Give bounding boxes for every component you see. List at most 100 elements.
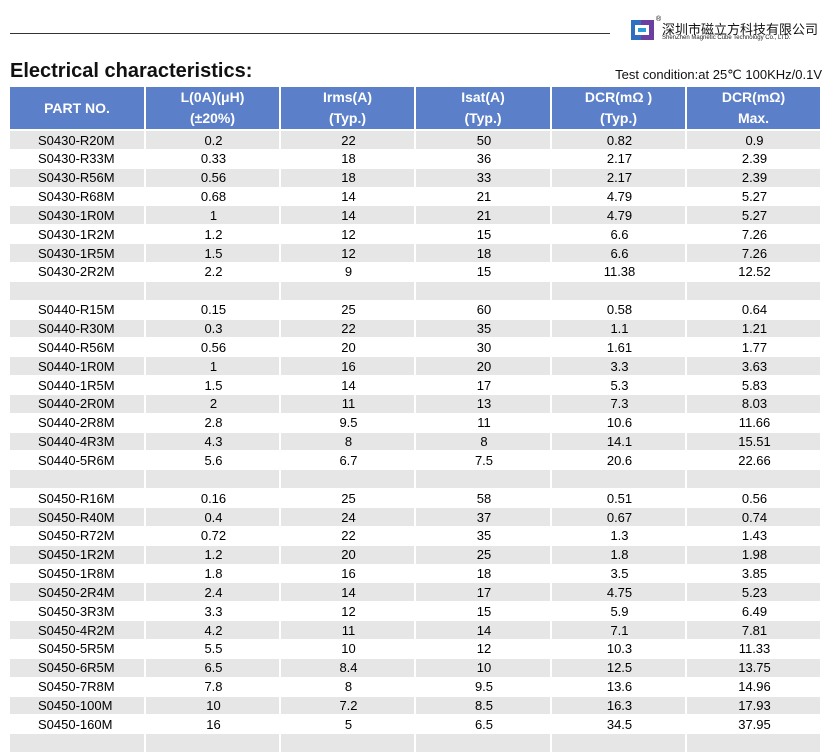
cell-value: 18	[476, 566, 492, 582]
cell-value: 1	[209, 207, 218, 223]
cell-value: 1.1	[610, 321, 629, 336]
cell-bg	[146, 244, 279, 262]
part-number: S0430-1R0M	[38, 207, 115, 223]
cell-value: 20	[476, 358, 492, 374]
cell-bg	[281, 300, 414, 319]
cell-value: 12	[341, 226, 356, 242]
cell-bg	[146, 545, 279, 564]
cell-bg	[281, 432, 414, 451]
cell-bg	[146, 602, 279, 621]
cell-bg	[416, 262, 550, 281]
cell-value: 0.72	[200, 528, 227, 544]
cell-bg	[687, 489, 820, 507]
cell-bg	[10, 658, 144, 677]
cell-bg	[687, 262, 820, 281]
cell-value: 4.79	[606, 207, 633, 223]
cell-value: 1.8	[204, 566, 223, 582]
cell-bg	[281, 357, 414, 376]
cell-bg	[146, 149, 279, 168]
cell-bg	[146, 225, 279, 244]
cell-value: 11.66	[738, 415, 771, 431]
cell-value: 0.56	[200, 339, 227, 355]
cell-bg	[416, 187, 550, 206]
cell-value: 16	[341, 358, 356, 374]
cell-value: 5.27	[741, 207, 768, 223]
cell-bg	[281, 621, 414, 639]
cell-bg	[10, 526, 144, 545]
cell-bg	[281, 376, 414, 394]
cell-bg	[416, 451, 550, 470]
cell-value: 3.3	[610, 358, 629, 374]
cell-value: 14	[476, 622, 492, 638]
cell-bg	[416, 545, 550, 564]
cell-bg	[10, 187, 144, 206]
cell-value: 7.26	[741, 245, 768, 261]
cell-bg	[416, 734, 550, 753]
cell-value: 5.3	[610, 377, 629, 393]
cell-value: 7.5	[474, 452, 494, 468]
cell-value: 22.66	[738, 452, 771, 468]
cell-value: 12	[476, 641, 492, 657]
cell-bg	[146, 583, 279, 602]
cell-value: 0.74	[741, 509, 768, 525]
cell-bg	[552, 470, 685, 489]
cell-value: 5.83	[741, 377, 768, 393]
cell-value: 14.1	[606, 434, 633, 450]
cell-value: 1.21	[741, 321, 768, 336]
cell-value: 15	[476, 264, 492, 280]
cell-bg	[146, 394, 279, 413]
cell-value: 13.6	[606, 679, 633, 695]
cell-bg	[416, 357, 550, 376]
cell-value: 8.4	[339, 660, 358, 676]
cell-bg	[552, 300, 685, 319]
cell-value: 50	[476, 132, 492, 148]
cell-value: 7.2	[339, 698, 358, 713]
cell-bg	[416, 658, 550, 677]
cell-bg	[416, 432, 550, 451]
cell-bg	[552, 168, 685, 187]
cell-value: 24	[341, 509, 356, 525]
part-number: S0450-1R8M	[38, 566, 115, 582]
header-rule	[10, 33, 610, 34]
cell-value: 0.68	[200, 189, 227, 205]
cell-value: 20	[341, 547, 356, 563]
cell-value: 0.15	[200, 302, 227, 318]
cell-bg	[552, 206, 685, 225]
cell-value: 34.5	[606, 716, 633, 732]
cell-value: 1.2	[204, 226, 223, 242]
cell-bg	[146, 413, 279, 432]
cell-bg	[552, 545, 685, 564]
cell-bg	[416, 583, 550, 602]
cell-value: 0.56	[741, 490, 768, 506]
header-line: Max.	[737, 110, 770, 126]
cell-bg	[552, 602, 685, 621]
cell-value: 0.67	[606, 509, 633, 525]
cell-bg	[146, 696, 279, 715]
cell-bg	[10, 734, 144, 753]
cell-bg	[416, 376, 550, 394]
cell-bg	[552, 508, 685, 526]
part-number: S0440-R56M	[38, 339, 115, 355]
cell-bg	[552, 262, 685, 281]
cell-bg	[281, 338, 414, 357]
cell-value: 37.95	[738, 716, 771, 732]
cell-bg	[281, 149, 414, 168]
cell-bg	[687, 696, 820, 715]
cell-bg	[281, 545, 414, 564]
cell-bg	[552, 244, 685, 262]
cell-value: 2.17	[606, 151, 633, 167]
cell-bg	[146, 376, 279, 394]
cell-bg	[146, 206, 279, 225]
cell-bg	[552, 131, 685, 149]
cell-bg	[146, 451, 279, 470]
cell-bg	[10, 602, 144, 621]
cell-bg	[10, 508, 144, 526]
cell-value: 2.39	[741, 170, 768, 186]
cell-bg	[10, 357, 144, 376]
cell-value: 5.9	[610, 603, 629, 619]
cell-value: 6.6	[610, 245, 629, 261]
cell-bg	[281, 187, 414, 206]
part-number: S0430-R68M	[38, 189, 115, 205]
header-line: (±20%)	[189, 110, 236, 126]
cell-value: 0.64	[741, 302, 768, 318]
